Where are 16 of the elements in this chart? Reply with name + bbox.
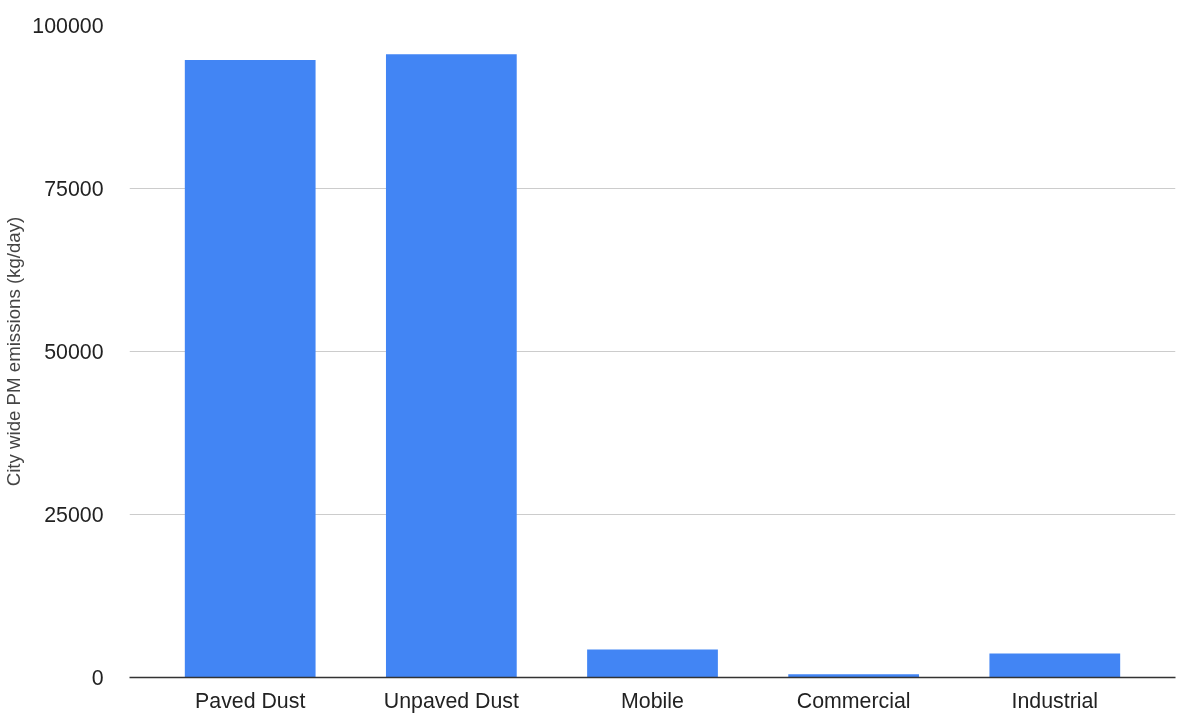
- x-tick-label: Mobile: [621, 688, 684, 713]
- bar: [385, 54, 517, 678]
- bar: [788, 674, 920, 678]
- y-tick-label: 100000: [32, 14, 104, 38]
- y-tick-label: 75000: [44, 177, 104, 201]
- y-tick-label: 0: [91, 666, 104, 690]
- y-tick-label: 25000: [44, 503, 104, 527]
- x-tick-label: Industrial: [1011, 688, 1099, 713]
- y-axis-title: City wide PM emissions (kg/day): [3, 216, 25, 487]
- y-tick-label: 50000: [44, 340, 104, 364]
- x-tick-label: Unpaved Dust: [383, 688, 519, 713]
- x-tick-label: Commercial: [796, 688, 911, 713]
- x-tick-label: Paved Dust: [195, 688, 306, 713]
- bar: [989, 653, 1121, 678]
- bar: [587, 649, 718, 678]
- bar: [184, 60, 316, 678]
